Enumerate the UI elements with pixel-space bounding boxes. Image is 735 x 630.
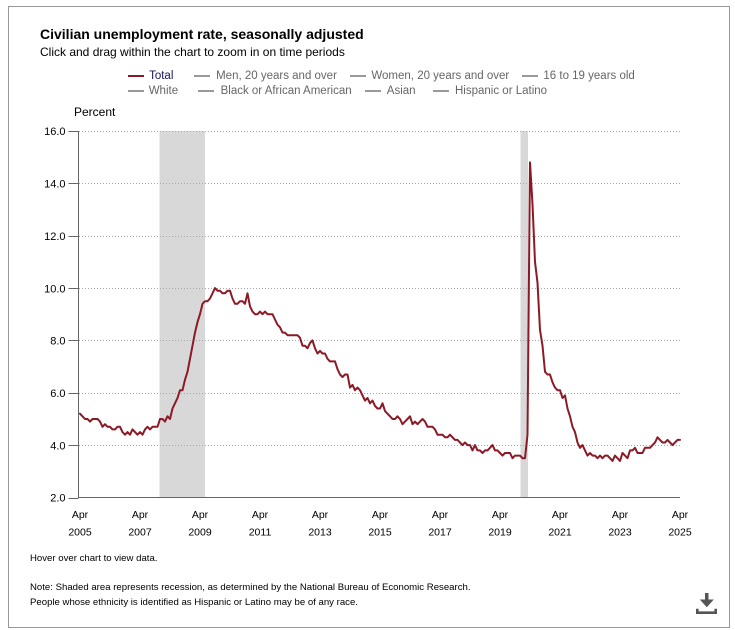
svg-text:2025: 2025 — [668, 526, 692, 538]
svg-text:Apr: Apr — [492, 509, 509, 521]
svg-text:2015: 2015 — [368, 526, 392, 538]
svg-text:14.0: 14.0 — [44, 179, 65, 191]
svg-text:2017: 2017 — [428, 526, 452, 538]
svg-text:Apr: Apr — [72, 509, 89, 521]
svg-text:8.0: 8.0 — [50, 336, 65, 348]
svg-text:Percent: Percent — [74, 105, 116, 119]
svg-text:2021: 2021 — [548, 526, 572, 538]
svg-text:Apr: Apr — [552, 509, 569, 521]
svg-text:10.0: 10.0 — [44, 283, 65, 295]
svg-text:12.0: 12.0 — [44, 231, 65, 243]
svg-text:2019: 2019 — [488, 526, 512, 538]
svg-text:Apr: Apr — [312, 509, 329, 521]
svg-text:2011: 2011 — [249, 526, 272, 538]
svg-text:Apr: Apr — [132, 509, 149, 521]
svg-text:16.0: 16.0 — [44, 126, 65, 138]
svg-text:Apr: Apr — [672, 509, 689, 521]
svg-text:6.0: 6.0 — [50, 388, 65, 400]
svg-text:Apr: Apr — [432, 509, 449, 521]
svg-text:2.0: 2.0 — [50, 493, 65, 505]
svg-text:2005: 2005 — [68, 526, 92, 538]
svg-text:2013: 2013 — [308, 526, 332, 538]
svg-text:Apr: Apr — [372, 509, 389, 521]
svg-text:4.0: 4.0 — [50, 440, 65, 452]
svg-text:Apr: Apr — [192, 509, 209, 521]
svg-text:2007: 2007 — [128, 526, 152, 538]
svg-text:2023: 2023 — [608, 526, 632, 538]
svg-text:Apr: Apr — [612, 509, 629, 521]
svg-text:2009: 2009 — [188, 526, 212, 538]
svg-text:Apr: Apr — [252, 509, 269, 521]
